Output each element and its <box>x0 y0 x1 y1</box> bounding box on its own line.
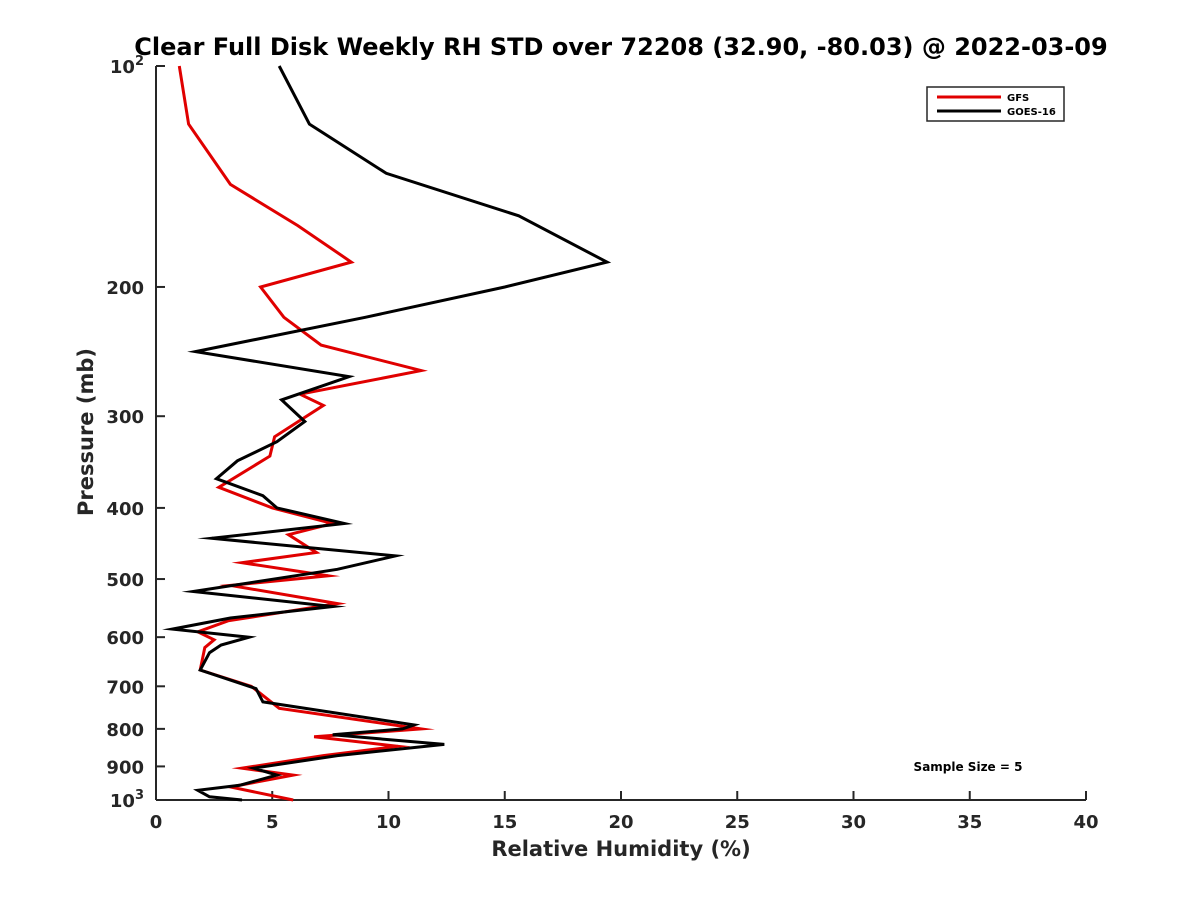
y-tick-label: 200 <box>106 278 144 299</box>
series-line-gfs <box>177 65 435 802</box>
x-axis-label: Relative Humidity (%) <box>491 837 750 861</box>
series-line-goes-16 <box>162 65 612 802</box>
y-tick-label: 800 <box>106 720 144 741</box>
x-tick-label: 25 <box>725 812 750 833</box>
x-tick-label: 0 <box>150 812 163 833</box>
legend-entry-label: GOES-16 <box>1007 107 1056 118</box>
y-tick-label: 500 <box>106 570 144 591</box>
x-tick-label: 35 <box>957 812 982 833</box>
y-tick-label: 400 <box>106 499 144 520</box>
x-tick-label: 40 <box>1073 812 1098 833</box>
x-tick-label: 20 <box>608 812 633 833</box>
x-tick-label: 5 <box>266 812 279 833</box>
y-tick-label: 103 <box>110 788 144 812</box>
y-tick-label: 600 <box>106 628 144 649</box>
x-tick-label: 30 <box>841 812 866 833</box>
y-axis-label: Pressure (mb) <box>74 348 98 516</box>
y-tick-label: 102 <box>110 54 144 78</box>
y-tick-label: 700 <box>106 677 144 698</box>
y-tick-label: 900 <box>106 757 144 778</box>
legend-entry-label: GFS <box>1007 93 1029 104</box>
y-tick-label: 300 <box>106 407 144 428</box>
plot-area: 0 5 10 15 20 25 30 35 40 102 200 300 400 500 600 700 800… <box>106 54 1098 833</box>
legend: GFS GOES-16 <box>926 86 1065 122</box>
chart-title: Clear Full Disk Weekly RH STD over 72208… <box>134 33 1107 61</box>
x-tick-label: 10 <box>376 812 401 833</box>
legend-box <box>926 86 1065 122</box>
sample-size-annotation: Sample Size = 5 <box>914 760 1023 774</box>
x-tick-label: 15 <box>492 812 517 833</box>
